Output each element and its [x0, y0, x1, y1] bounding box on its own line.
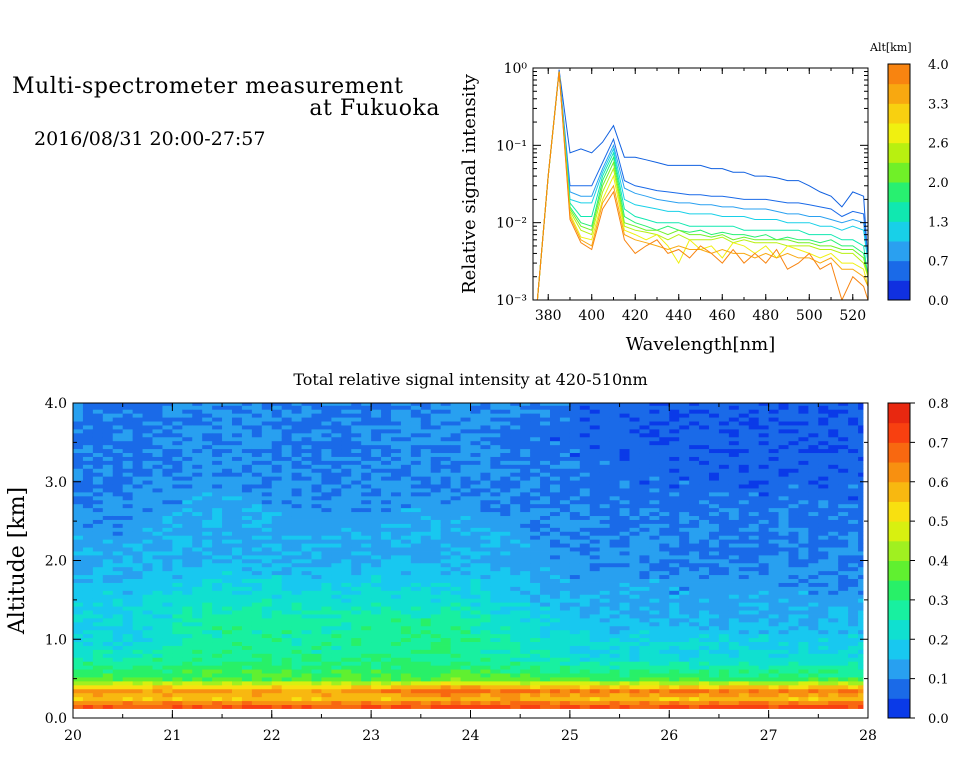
spectrum-series-4 [533, 71, 868, 300]
alt-colorbar-label-2: 1.3 [928, 215, 949, 230]
heatmap-y-tick-label-4: 4.0 [45, 396, 67, 412]
spectrum-y-tick-label-3: 10⁰ [504, 61, 528, 77]
intensity-colorbar-label-2: 0.2 [928, 633, 949, 648]
intensity-colorbar-segment-10 [888, 501, 910, 522]
alt-colorbar-title: Alt[km] [869, 41, 912, 54]
alt-colorbar-segment-6 [888, 162, 910, 183]
spectrum-series-10 [533, 71, 868, 300]
intensity-colorbar-segment-9 [888, 521, 910, 542]
alt-colorbar-label-4: 2.6 [928, 137, 949, 152]
heatmap-x-tick-label-8: 28 [859, 728, 877, 744]
intensity-colorbar-segment-2 [888, 658, 910, 680]
intensity-colorbar-segment-13 [888, 442, 910, 463]
heatmap-x-tick-label-4: 24 [462, 728, 480, 744]
spectrum-series-6 [533, 71, 868, 300]
alt-colorbar-segment-4 [888, 201, 910, 222]
heatmap-x-tick-label-2: 22 [263, 728, 281, 744]
alt-colorbar-segment-2 [888, 241, 910, 262]
intensity-colorbar-label-7: 0.7 [928, 436, 949, 451]
spectrum-x-tick-label-0: 380 [535, 308, 562, 324]
alt-colorbar-segment-0 [888, 280, 910, 301]
heatmap-x-tick-label-1: 21 [163, 728, 181, 744]
heatmap-y-tick-label-2: 2.0 [45, 554, 67, 570]
alt-colorbar-segment-9 [888, 103, 910, 124]
heatmap-x-tick-label-5: 25 [561, 728, 579, 744]
heatmap-y-axis-label: Altitude [km] [5, 487, 30, 635]
alt-colorbar-segment-8 [888, 123, 910, 144]
intensity-colorbar-label-4: 0.4 [928, 555, 949, 570]
heatmap-title: Total relative signal intensity at 420-5… [293, 370, 647, 389]
intensity-colorbar-segment-1 [888, 678, 910, 699]
intensity-colorbar-label-1: 0.1 [928, 673, 949, 688]
alt-colorbar-label-0: 0.0 [928, 294, 949, 309]
heatmap-x-tick-label-6: 26 [660, 728, 678, 744]
spectrum-series-3 [533, 71, 868, 300]
heatmap-x-tick-label-3: 23 [362, 728, 380, 744]
alt-colorbar-segment-7 [888, 142, 910, 163]
chart-datetime: 2016/08/31 20:00-27:57 [34, 128, 266, 150]
spectrum-series-7 [533, 71, 868, 300]
spectrum-x-tick-label-1: 400 [578, 308, 605, 324]
spectrum-y-axis-label: Relative signal intensity [459, 73, 480, 294]
spectrum-x-tick-label-5: 480 [752, 308, 779, 324]
alt-colorbar-segment-10 [888, 83, 910, 104]
alt-colorbar-label-1: 0.7 [928, 255, 949, 270]
intensity-colorbar-label-5: 0.5 [928, 515, 949, 530]
intensity-colorbar-segment-4 [888, 619, 910, 640]
alt-colorbar-label-3: 2.0 [928, 176, 949, 191]
intensity-colorbar-segment-12 [888, 462, 910, 483]
intensity-colorbar-segment-15 [888, 403, 910, 424]
alt-colorbar-segment-3 [888, 221, 910, 242]
heatmap-x-tick-label-0: 20 [64, 728, 82, 744]
spectrum-lines [533, 69, 868, 300]
intensity-colorbar-label-0: 0.0 [928, 712, 949, 727]
heatmap-cells [73, 403, 864, 709]
spectrum-x-tick-label-7: 520 [839, 308, 866, 324]
spectrum-x-axis-label: Wavelength[nm] [626, 334, 776, 355]
spectrum-x-tick-label-4: 460 [709, 308, 736, 324]
spectrum-y-tick-label-0: 10⁻³ [496, 293, 527, 309]
intensity-colorbar-segment-0 [888, 698, 910, 719]
spectrum-x-tick-label-6: 500 [796, 308, 823, 324]
intensity-colorbar-segment-7 [888, 560, 910, 581]
heatmap-y-tick-label-1: 1.0 [45, 632, 67, 648]
alt-colorbar-segment-11 [888, 64, 910, 85]
intensity-colorbar-segment-8 [888, 540, 910, 561]
intensity-colorbar-segment-3 [888, 639, 910, 660]
intensity-colorbar-segment-5 [888, 599, 910, 621]
alt-colorbar-frame [887, 63, 911, 301]
spectrum-x-tick-label-3: 440 [665, 308, 692, 324]
intensity-colorbar-label-8: 0.8 [928, 397, 949, 412]
spectrum-series-0 [533, 69, 868, 300]
heatmap-y-tick-label-0: 0.0 [45, 711, 67, 727]
alt-colorbar-label-5: 3.3 [928, 97, 949, 112]
spectrum-series-5 [533, 71, 868, 300]
heatmap-x-tick-label-7: 27 [760, 728, 778, 744]
heatmap-y-tick-label-3: 3.0 [45, 475, 67, 491]
intensity-colorbar-segment-6 [888, 580, 910, 601]
spectrum-series-9 [533, 71, 868, 300]
spectrum-series-2 [533, 71, 868, 300]
spectrum-y-tick-label-1: 10⁻² [496, 216, 527, 232]
alt-colorbar-segment-1 [888, 260, 910, 281]
intensity-colorbar-segment-14 [888, 422, 910, 443]
chart-title-line-2: at Fukuoka [309, 96, 440, 121]
spectrum-x-tick-label-2: 420 [622, 308, 649, 324]
chart-title-line-1: Multi-spectrometer measurement [12, 74, 404, 99]
intensity-colorbar-segment-11 [888, 481, 910, 502]
intensity-colorbar-label-6: 0.6 [928, 476, 949, 491]
spectrum-series-1 [533, 71, 868, 300]
alt-colorbar-label-6: 4.0 [928, 58, 949, 73]
intensity-colorbar-label-3: 0.3 [928, 594, 949, 609]
spectrum-y-tick-label-2: 10⁻¹ [496, 138, 527, 154]
alt-colorbar-segment-5 [888, 182, 910, 203]
